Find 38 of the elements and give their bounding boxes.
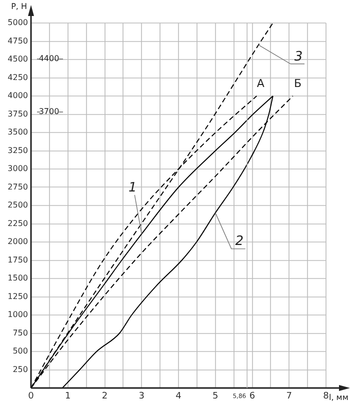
annotation: 1 xyxy=(128,180,137,196)
y-tick-label: 1500 xyxy=(8,274,28,283)
y-tick-label: 5000 xyxy=(8,18,28,28)
y-tick-label: 1000 xyxy=(8,310,28,320)
y-tick-label: 1250 xyxy=(8,292,28,301)
y-tick-label: 2750 xyxy=(8,182,28,192)
y-tick-label: 3750 xyxy=(8,109,28,118)
y-tick-label: 3000 xyxy=(8,164,28,174)
y-tick-label: 4000 xyxy=(8,91,28,100)
y-tick-label: 750 xyxy=(12,328,28,338)
y-tick-label: 3500 xyxy=(8,128,28,137)
annotation: 2 xyxy=(235,234,244,250)
x-tick-label: 6 xyxy=(249,392,256,402)
y-tick-label: 2250 xyxy=(8,218,28,228)
y-tick-label: 500 xyxy=(12,346,28,356)
x-tick-label: 3 xyxy=(138,392,144,402)
x-tick-label: 1 xyxy=(65,392,71,402)
annotation: Б xyxy=(294,76,302,90)
y-axis-title: P, Н xyxy=(11,2,27,12)
x-tick-label: 4 xyxy=(176,392,182,402)
annotation: 3 xyxy=(294,49,303,64)
x-tick-label: 2 xyxy=(102,392,108,402)
x-axis-title: l, мм xyxy=(329,393,348,402)
y-tick-label: 1750 xyxy=(8,255,28,264)
y-tick-label: 4250 xyxy=(8,72,28,82)
annotation: 3700 xyxy=(38,107,60,116)
x-tick-label: 7 xyxy=(286,392,292,402)
x-tick-label: 0 xyxy=(28,392,34,402)
x-tick-label: 8 xyxy=(323,392,330,402)
annotation: А xyxy=(256,76,265,90)
y-tick-label: 250 xyxy=(12,364,28,374)
y-tick-label: 4750 xyxy=(8,36,28,46)
annotation: 4400 xyxy=(38,54,60,64)
x-tick-label: 5 xyxy=(212,392,218,402)
y-tick-label: 2500 xyxy=(8,200,28,210)
y-tick-label: 3250 xyxy=(8,146,28,155)
y-tick-label: 2000 xyxy=(8,237,28,246)
y-tick-label: 4500 xyxy=(8,54,28,64)
